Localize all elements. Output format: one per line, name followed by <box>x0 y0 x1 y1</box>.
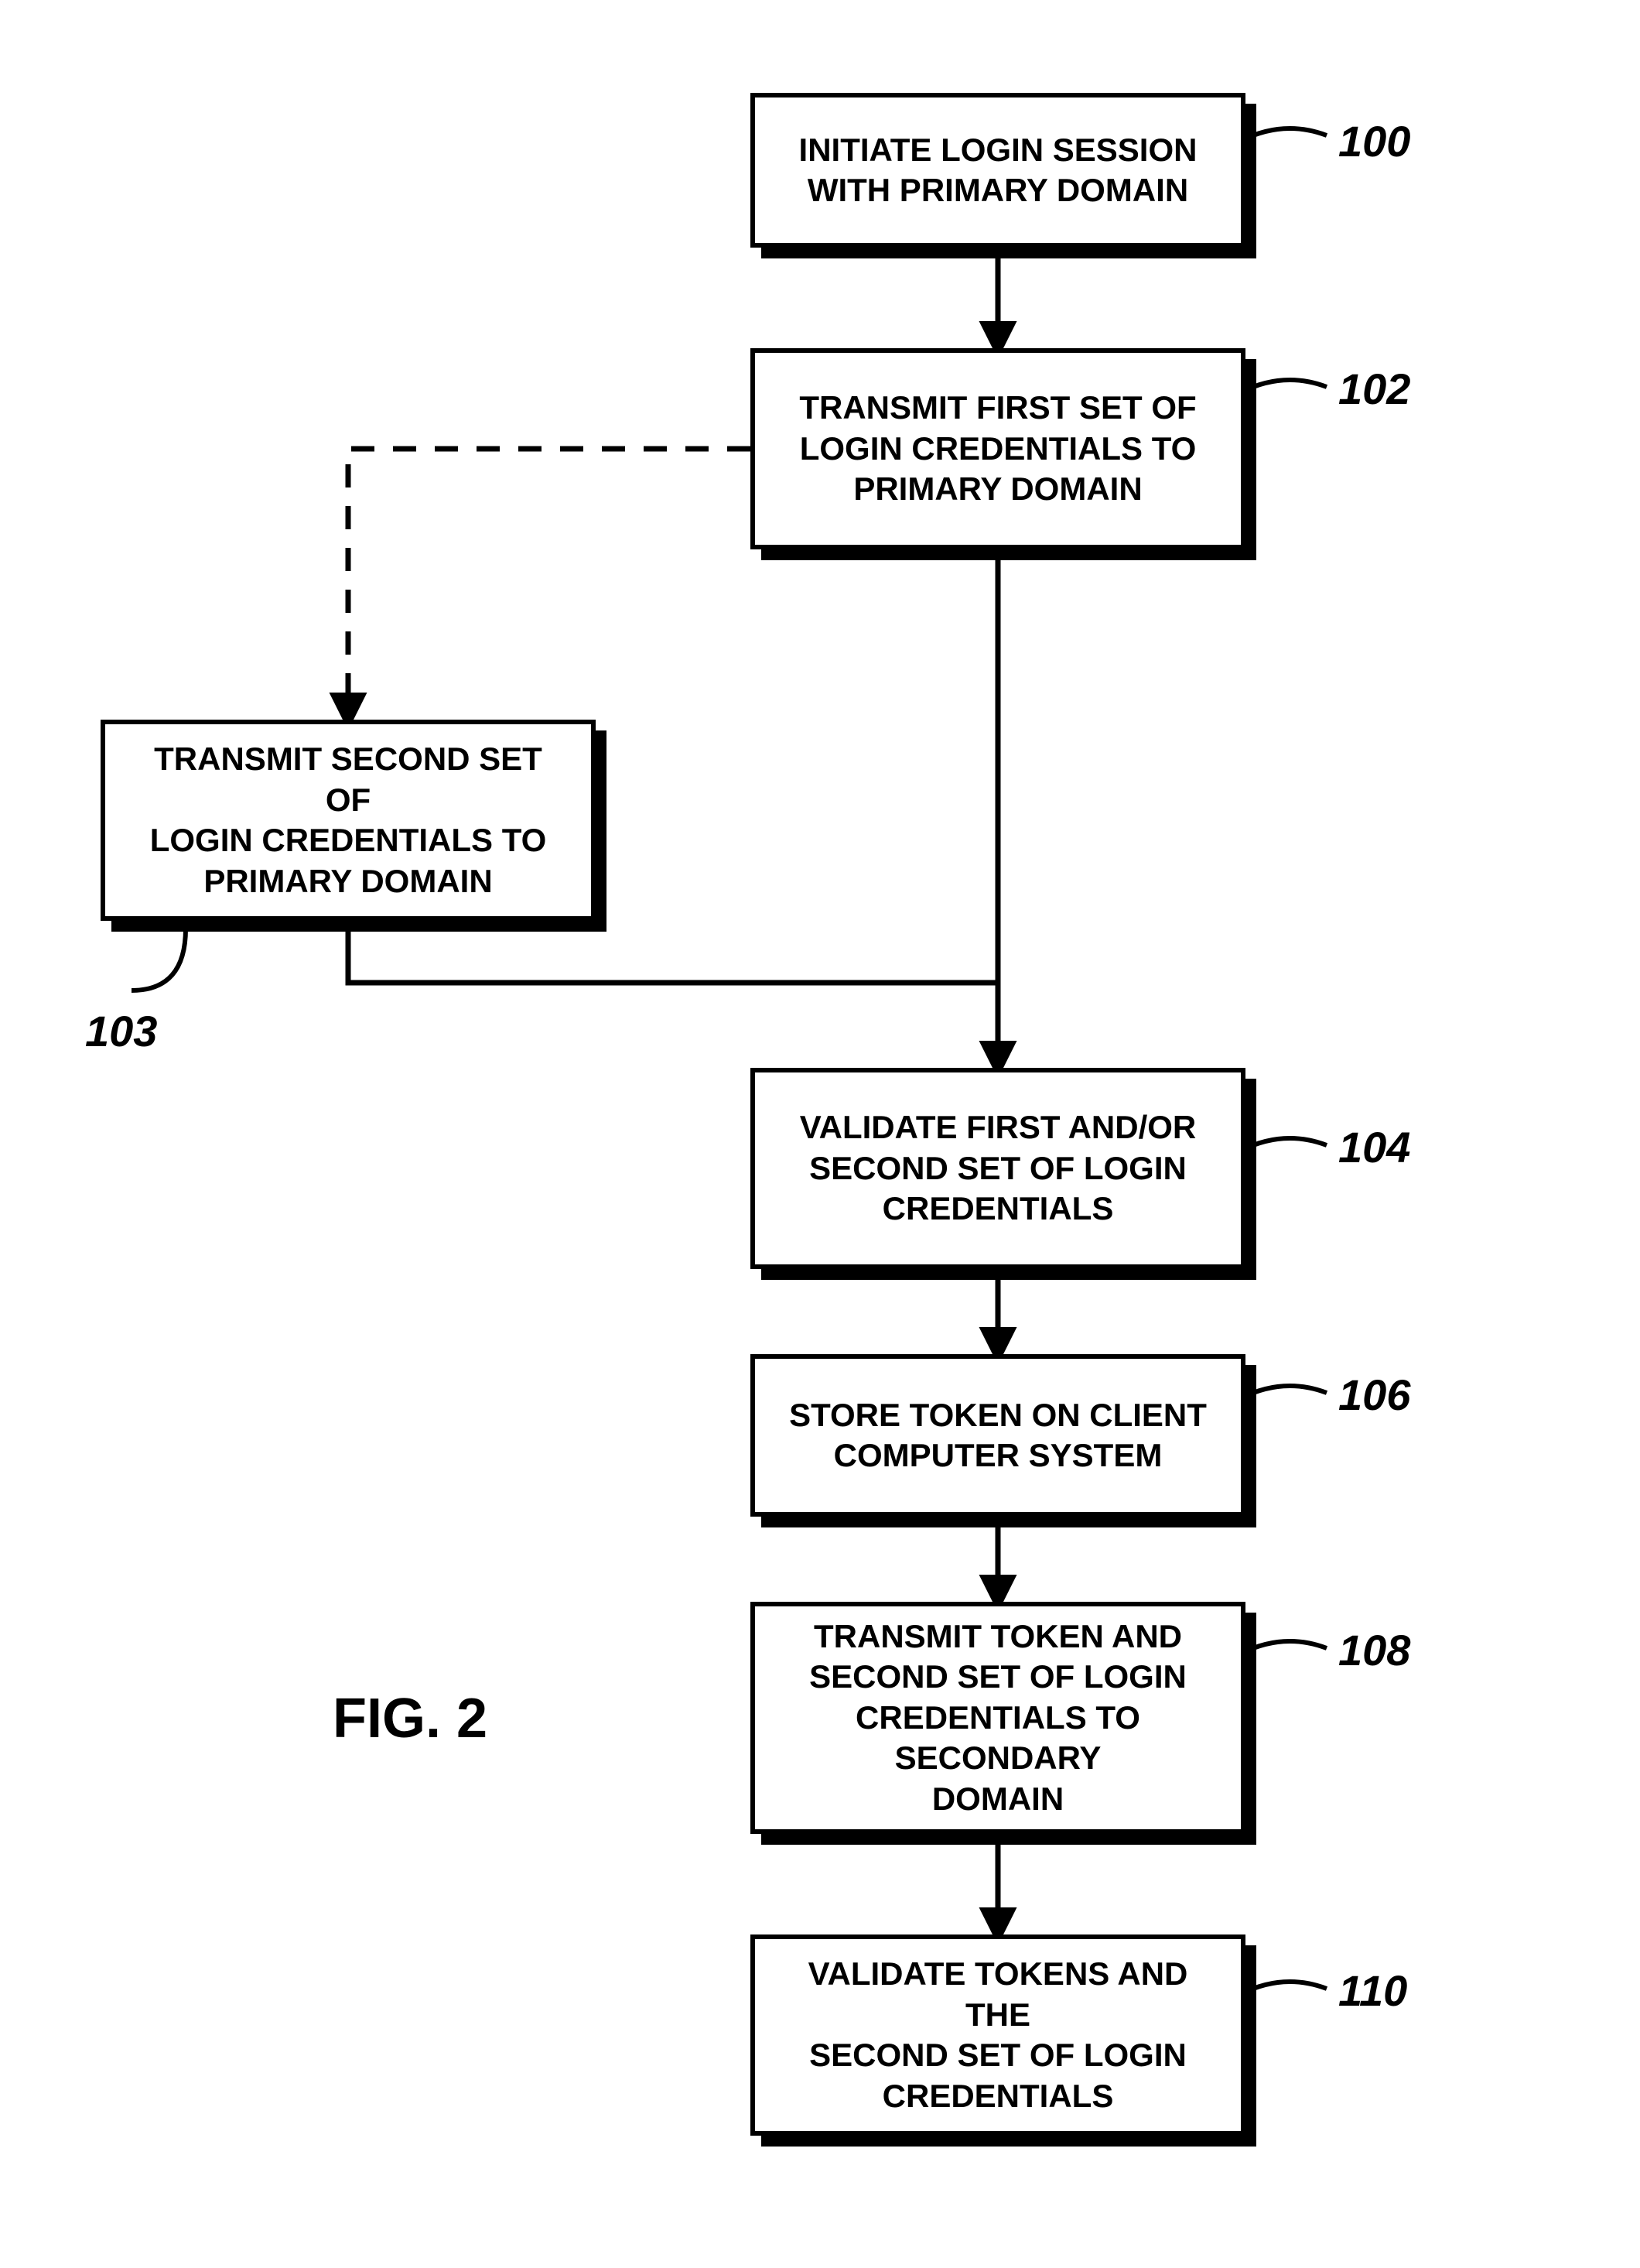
flow-node-100: INITIATE LOGIN SESSION WITH PRIMARY DOMA… <box>750 93 1245 248</box>
flow-node-104: VALIDATE FIRST AND/OR SECOND SET OF LOGI… <box>750 1068 1245 1269</box>
ref-label-110: 110 <box>1338 1965 1407 2016</box>
ref-leader-106 <box>1253 1386 1327 1393</box>
flow-node-102: TRANSMIT FIRST SET OF LOGIN CREDENTIALS … <box>750 348 1245 549</box>
ref-label-106: 106 <box>1338 1370 1410 1420</box>
flow-node-110: VALIDATE TOKENS AND THE SECOND SET OF LO… <box>750 1934 1245 2136</box>
flow-node-label: VALIDATE TOKENS AND THE SECOND SET OF LO… <box>778 1954 1218 2116</box>
ref-leader-110 <box>1253 1982 1327 1989</box>
flow-node-label: STORE TOKEN ON CLIENT COMPUTER SYSTEM <box>789 1395 1207 1476</box>
flow-node-label: VALIDATE FIRST AND/OR SECOND SET OF LOGI… <box>800 1107 1197 1230</box>
ref-label-100: 100 <box>1338 116 1410 166</box>
flowchart-canvas: INITIATE LOGIN SESSION WITH PRIMARY DOMA… <box>0 0 1640 2268</box>
flow-node-label: INITIATE LOGIN SESSION WITH PRIMARY DOMA… <box>799 130 1198 211</box>
ref-label-108: 108 <box>1338 1625 1410 1675</box>
ref-label-102: 102 <box>1338 364 1410 414</box>
ref-label-103: 103 <box>85 1006 157 1056</box>
ref-leader-104 <box>1253 1138 1327 1145</box>
edge-e3 <box>348 449 750 720</box>
flow-node-label: TRANSMIT SECOND SET OF LOGIN CREDENTIALS… <box>128 739 568 901</box>
ref-leader-103 <box>132 929 186 990</box>
flow-node-108: TRANSMIT TOKEN AND SECOND SET OF LOGIN C… <box>750 1602 1245 1834</box>
flow-node-106: STORE TOKEN ON CLIENT COMPUTER SYSTEM <box>750 1354 1245 1517</box>
flow-node-label: TRANSMIT TOKEN AND SECOND SET OF LOGIN C… <box>778 1616 1218 1820</box>
ref-leader-102 <box>1253 380 1327 387</box>
ref-leader-108 <box>1253 1641 1327 1648</box>
figure-label: FIG. 2 <box>333 1687 487 1750</box>
flow-node-103: TRANSMIT SECOND SET OF LOGIN CREDENTIALS… <box>101 720 596 921</box>
ref-label-104: 104 <box>1338 1122 1410 1172</box>
flow-node-label: TRANSMIT FIRST SET OF LOGIN CREDENTIALS … <box>799 388 1196 510</box>
ref-leader-100 <box>1253 128 1327 135</box>
